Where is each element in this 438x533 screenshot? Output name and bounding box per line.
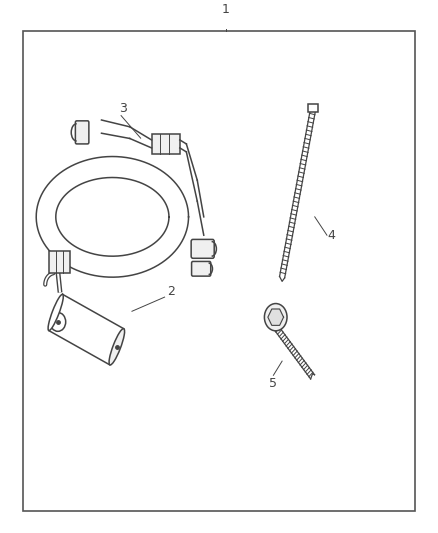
Text: 4: 4 <box>328 229 336 241</box>
Text: 5: 5 <box>269 377 277 390</box>
Ellipse shape <box>48 294 64 330</box>
Polygon shape <box>49 294 124 365</box>
Bar <box>308 103 318 112</box>
Text: 1: 1 <box>222 3 230 17</box>
Bar <box>49 251 70 272</box>
Circle shape <box>265 304 287 331</box>
FancyBboxPatch shape <box>75 121 89 144</box>
FancyBboxPatch shape <box>191 239 214 259</box>
Ellipse shape <box>109 329 124 365</box>
Text: 3: 3 <box>119 102 127 115</box>
FancyBboxPatch shape <box>191 262 211 276</box>
Bar <box>152 134 180 154</box>
Text: 2: 2 <box>167 285 175 298</box>
Polygon shape <box>268 309 283 325</box>
Circle shape <box>50 312 66 332</box>
